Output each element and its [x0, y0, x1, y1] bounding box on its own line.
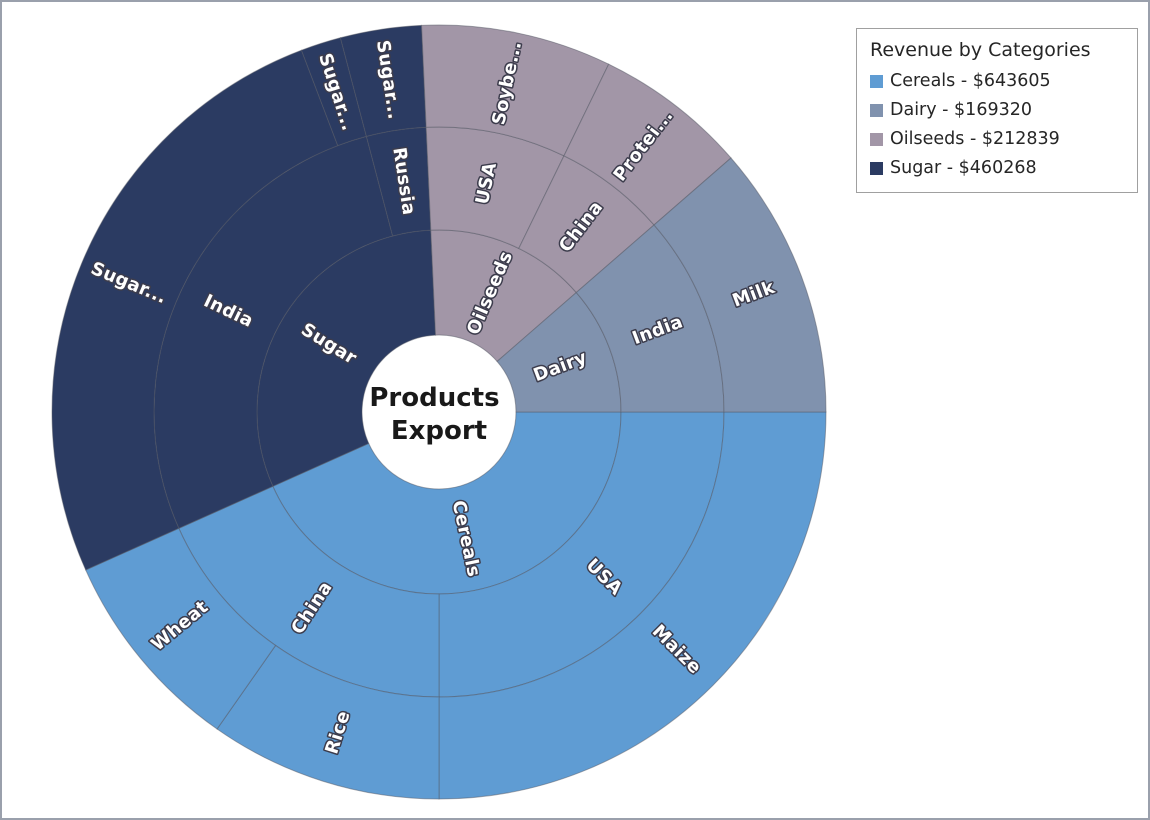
center-title: Products Export	[369, 383, 508, 446]
legend: Revenue by Categories Cereals - $643605 D…	[856, 28, 1138, 193]
center-title-line1: Products	[369, 383, 499, 413]
legend-swatch-icon	[870, 74, 883, 88]
legend-item[interactable]: Cereals - $643605	[870, 71, 1129, 91]
segment-dairy-india-milk-0[interactable]	[653, 157, 827, 413]
legend-items: Cereals - $643605 Dairy - $169320 Oilseeds…	[870, 71, 1129, 178]
legend-item-label: Sugar - $460268	[890, 158, 1037, 178]
legend-swatch-icon	[870, 161, 883, 175]
legend-swatch-icon	[870, 132, 883, 146]
legend-item-label: Oilseeds - $212839	[890, 129, 1060, 149]
segment-sugar-india-sugar-0[interactable]	[51, 49, 339, 571]
legend-item-label: Cereals - $643605	[890, 71, 1051, 91]
center-title-line2: Export	[391, 416, 487, 446]
legend-title: Revenue by Categories	[870, 39, 1091, 61]
legend-swatch-icon	[870, 103, 883, 117]
sunburst-segments	[51, 24, 827, 800]
segment-cereals-usa-maize-0[interactable]	[438, 411, 827, 800]
legend-item[interactable]: Sugar - $460268	[870, 158, 1129, 178]
legend-item[interactable]: Dairy - $169320	[870, 100, 1129, 120]
legend-item[interactable]: Oilseeds - $212839	[870, 129, 1129, 149]
legend-item-label: Dairy - $169320	[890, 100, 1032, 120]
